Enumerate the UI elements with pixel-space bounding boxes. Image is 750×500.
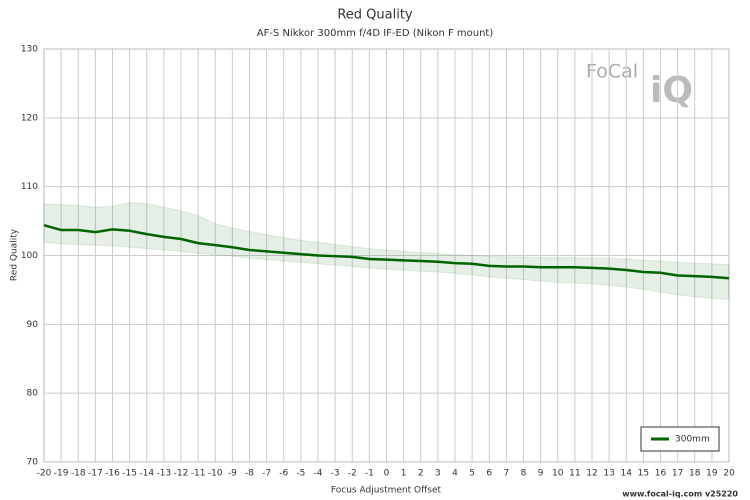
x-tick-label: 12 xyxy=(586,469,597,479)
x-tick-label: 11 xyxy=(569,469,580,479)
x-tick-label: 3 xyxy=(435,469,441,479)
x-tick-label: 1 xyxy=(401,469,407,479)
x-tick-label: -1 xyxy=(365,469,374,479)
chart-subtitle: AF-S Nikkor 300mm f/4D IF-ED (Nikon F mo… xyxy=(257,28,494,39)
x-tick-label: 14 xyxy=(621,469,633,479)
watermark: iQ xyxy=(650,70,693,111)
x-tick-label: 9 xyxy=(538,469,544,479)
x-tick-label: 10 xyxy=(552,469,564,479)
chart-title: Red Quality xyxy=(337,8,413,23)
x-tick-label: 6 xyxy=(486,469,492,479)
x-tick-label: 15 xyxy=(638,469,649,479)
x-tick-label: 18 xyxy=(689,469,701,479)
x-tick-label: -18 xyxy=(71,469,86,479)
x-tick-label: 7 xyxy=(504,469,510,479)
range-band xyxy=(43,201,730,301)
x-tick-label: -5 xyxy=(296,469,305,479)
x-tick-label: 2 xyxy=(418,469,424,479)
x-tick-label: 16 xyxy=(655,469,667,479)
x-tick-label: 8 xyxy=(521,469,527,479)
x-tick-label: -6 xyxy=(279,469,288,479)
x-tick-label: 19 xyxy=(706,469,718,479)
y-tick-label: 80 xyxy=(27,389,39,399)
y-tick-label: 120 xyxy=(21,113,38,123)
x-tick-label: -15 xyxy=(122,469,137,479)
x-tick-label: -13 xyxy=(157,469,172,479)
plot-frame xyxy=(43,48,730,463)
x-axis-label: Focus Adjustment Offset xyxy=(331,486,442,496)
footer: www.focal-iq.com v25220 xyxy=(622,490,738,499)
x-tick-label: 5 xyxy=(469,469,475,479)
x-tick-label: -2 xyxy=(348,469,357,479)
x-tick-label: -17 xyxy=(88,469,103,479)
y-tick-label: 70 xyxy=(27,458,39,468)
x-tick-label: -19 xyxy=(54,469,69,479)
data-line xyxy=(43,224,730,280)
y-axis-label: Red Quality xyxy=(10,228,20,281)
x-tick-label: -12 xyxy=(174,469,189,479)
legend-label: 300mm xyxy=(675,435,710,445)
x-tick-label: -10 xyxy=(208,469,223,479)
x-tick-label: 4 xyxy=(452,469,458,479)
y-tick-label: 90 xyxy=(27,320,39,330)
y-tick-label: 130 xyxy=(21,45,38,55)
x-tick-label: -20 xyxy=(37,469,52,479)
y-tick-label: 100 xyxy=(21,251,38,261)
x-tick-label: -9 xyxy=(228,469,237,479)
x-tick-label: -3 xyxy=(331,469,340,479)
x-tick-label: -8 xyxy=(245,469,254,479)
x-tick-label: 0 xyxy=(384,469,390,479)
x-tick-label: -4 xyxy=(314,469,323,479)
watermark: FoCal xyxy=(586,61,638,83)
x-tick-label: -14 xyxy=(139,469,154,479)
x-tick-label: -16 xyxy=(105,469,120,479)
y-tick-label: 110 xyxy=(21,182,38,192)
x-tick-label: 13 xyxy=(603,469,614,479)
x-tick-label: -7 xyxy=(262,469,271,479)
x-tick-label: -11 xyxy=(191,469,206,479)
x-tick-label: 20 xyxy=(723,469,735,479)
x-tick-label: 17 xyxy=(672,469,683,479)
